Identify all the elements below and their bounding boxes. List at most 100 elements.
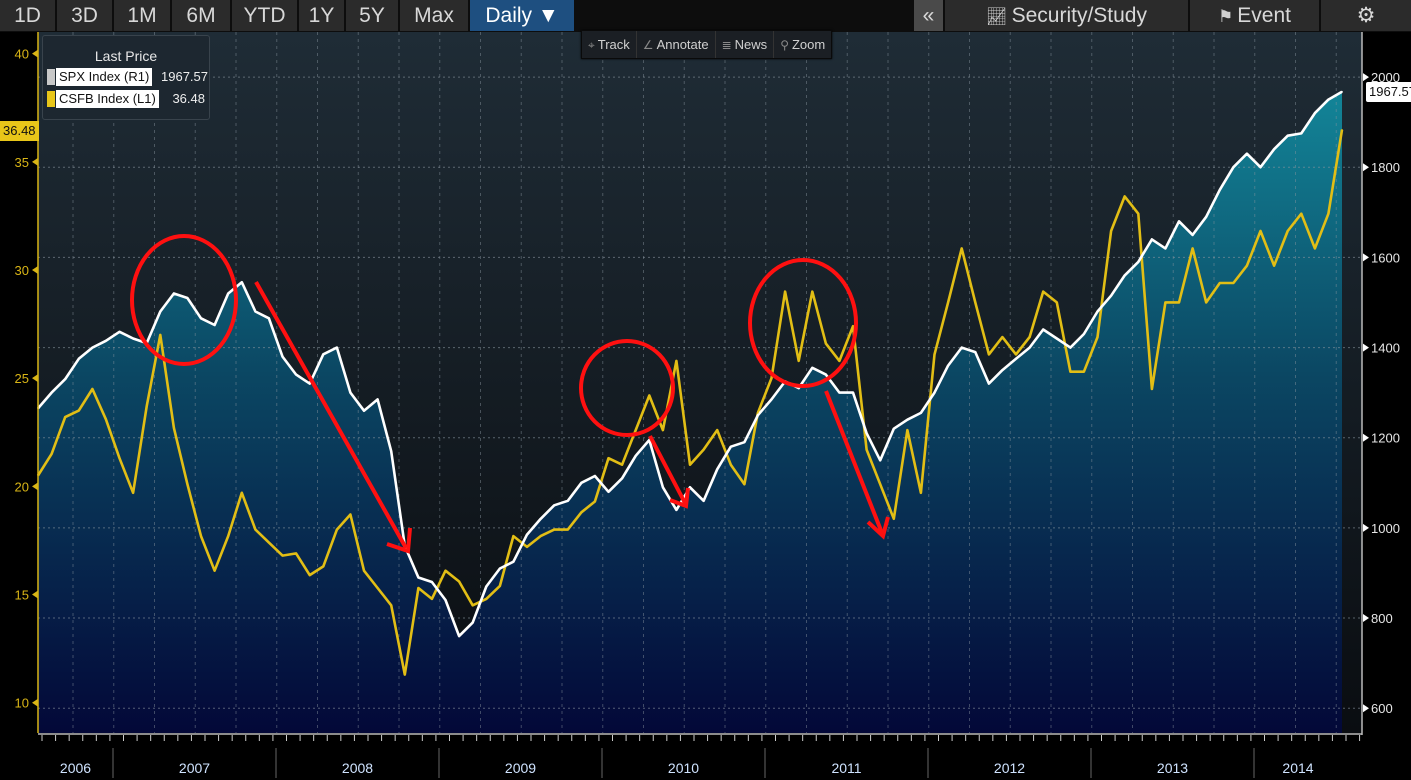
spx-data-point <box>757 414 759 416</box>
event-button[interactable]: ⚑ Event <box>1190 0 1320 31</box>
x-tick-label: 2011 <box>831 760 861 776</box>
zoom-button[interactable]: ⚲ Zoom <box>774 31 831 58</box>
spx-data-point <box>743 441 746 444</box>
left-tick-marker <box>32 157 38 166</box>
spx-data-point <box>1314 112 1316 114</box>
spx-data-point <box>662 486 664 489</box>
range-5y-button[interactable]: 5Y <box>346 0 399 31</box>
spx-data-point <box>213 324 216 326</box>
spx-data-point <box>675 509 678 511</box>
annotation-arrow <box>824 390 890 540</box>
csfb-data-point <box>240 492 243 494</box>
spx-data-point <box>227 292 229 295</box>
news-button[interactable]: ≣ News <box>716 31 775 58</box>
csfb-data-point <box>526 546 528 548</box>
spx-data-point <box>254 310 257 313</box>
csfb-data-point <box>159 334 162 336</box>
csfb-data-point <box>1273 264 1275 267</box>
zoom-label: Zoom <box>791 37 826 52</box>
csfb-data-point <box>865 448 868 451</box>
right-tick-marker <box>1363 343 1369 352</box>
left-tick-label: 40 <box>15 47 29 62</box>
spx-data-point <box>906 418 909 421</box>
right-tick-label: 1800 <box>1371 160 1400 175</box>
csfb-data-point <box>825 342 827 345</box>
track-button[interactable]: ⌖ Track <box>582 31 637 58</box>
magnifier-icon: ⚲ <box>780 38 789 52</box>
spx-data-point <box>526 533 528 536</box>
csfb-data-point <box>689 463 691 466</box>
x-tick-label: 2007 <box>179 760 210 776</box>
spx-data-point <box>1028 346 1031 349</box>
csfb-data-point <box>512 535 515 537</box>
spx-data-point <box>417 576 420 579</box>
legend-item-spx[interactable]: SPX Index (R1) <box>47 68 153 86</box>
crosshair-icon: ⌖ <box>588 38 595 52</box>
annotation-circle <box>748 258 858 388</box>
left-tick-marker <box>32 374 38 383</box>
csfb-data-point <box>403 673 406 676</box>
spx-data-point <box>594 475 596 477</box>
spx-data-point <box>268 317 270 320</box>
csfb-data-point <box>376 587 379 589</box>
legend-swatch-csfb <box>47 91 55 107</box>
news-label: News <box>734 37 768 52</box>
spx-data-point <box>200 317 202 320</box>
range-1y-button[interactable]: 1Y <box>299 0 345 31</box>
annotation-arrow <box>254 281 412 554</box>
spx-data-point <box>512 560 515 563</box>
left-tick-marker <box>32 49 38 58</box>
csfb-data-point <box>906 429 909 431</box>
spx-data-point <box>1218 188 1221 191</box>
csfb-data-point <box>173 427 175 429</box>
spx-data-point <box>621 477 623 480</box>
range-max-button[interactable]: Max <box>400 0 469 31</box>
csfb-data-point <box>702 448 705 451</box>
spx-data-point <box>240 281 243 283</box>
legend-item-csfb[interactable]: CSFB Index (L1) <box>47 90 159 108</box>
csfb-data-point <box>634 429 637 431</box>
csfb-data-point <box>1110 230 1112 232</box>
spx-data-point <box>105 340 107 342</box>
range-6m-button[interactable]: 6M <box>172 0 231 31</box>
spx-data-point <box>1246 152 1248 155</box>
right-tick-marker <box>1363 433 1369 442</box>
range-3d-button[interactable]: 3D <box>57 0 113 31</box>
range-ytd-button[interactable]: YTD <box>232 0 298 31</box>
frequency-dropdown[interactable]: Daily ▼ <box>470 0 575 31</box>
spx-data-point <box>1259 166 1262 169</box>
annotation-arrow <box>648 435 690 509</box>
security-study-label: Security/Study <box>1011 4 1147 27</box>
csfb-data-point <box>1028 336 1031 338</box>
csfb-data-point <box>607 457 610 460</box>
legend-name: CSFB Index (L1) <box>56 90 159 108</box>
csfb-data-point <box>431 598 433 600</box>
csfb-data-point <box>105 418 107 421</box>
track-label: Track <box>597 37 630 52</box>
security-study-button[interactable]: 📈︎ Security/Study <box>945 0 1189 31</box>
csfb-data-point <box>458 580 460 583</box>
spx-data-point <box>132 337 134 340</box>
csfb-data-point <box>988 353 990 356</box>
spx-data-point <box>64 378 66 380</box>
spx-data-point <box>1083 333 1085 335</box>
x-tick-label: 2012 <box>994 760 1025 776</box>
left-tick-label: 35 <box>15 155 29 170</box>
range-1m-button[interactable]: 1M <box>114 0 171 31</box>
spx-data-point <box>974 351 977 353</box>
right-tick-marker <box>1363 253 1369 262</box>
collapse-button[interactable]: « <box>914 0 944 31</box>
annotate-label: Annotate <box>656 37 709 52</box>
settings-button[interactable]: ⚙ <box>1321 0 1411 31</box>
csfb-data-point <box>662 429 664 431</box>
csfb-data-point <box>281 554 284 557</box>
csfb-data-point <box>729 463 732 466</box>
csfb-data-point <box>947 301 949 304</box>
spx-data-point <box>390 450 392 453</box>
spx-data-point <box>770 398 773 401</box>
spx-data-point <box>634 454 637 457</box>
annotate-button[interactable]: ∠ Annotate <box>637 31 716 58</box>
range-1d-button[interactable]: 1D <box>0 0 56 31</box>
csfb-data-point <box>1069 370 1072 373</box>
